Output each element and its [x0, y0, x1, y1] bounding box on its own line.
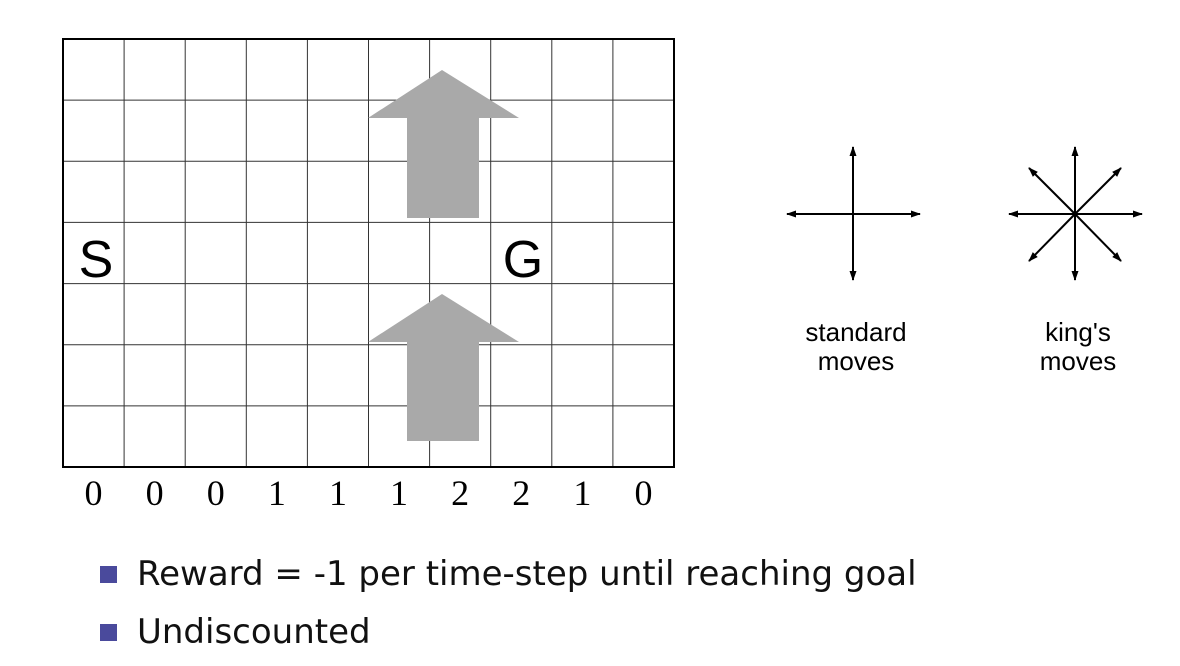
- wind-strength-label: 2: [512, 473, 530, 513]
- wind-strength-row: 0 0 0 1 1 1 2 2 1 0: [85, 473, 653, 513]
- bullet-square-icon: [100, 623, 117, 641]
- wind-strength-label: 1: [573, 473, 591, 513]
- wind-strength-label: 0: [634, 473, 652, 513]
- goal-label: G: [503, 231, 543, 289]
- wind-strength-label: 1: [390, 473, 408, 513]
- wind-strength-label: 1: [268, 473, 286, 513]
- bullet-square-icon: [100, 565, 117, 583]
- start-label: S: [79, 231, 114, 289]
- bullet-item: Reward = -1 per time-step until reaching…: [100, 545, 917, 603]
- bullet-item: Undiscounted: [100, 603, 917, 661]
- kings-moves-label-line2: moves: [1039, 346, 1117, 376]
- wind-strength-label: 0: [146, 473, 164, 513]
- bullet-text: Undiscounted: [137, 612, 371, 652]
- grid-border: [62, 38, 675, 468]
- wind-strength-label: 2: [451, 473, 469, 513]
- standard-moves-label-line1: standard: [805, 317, 907, 347]
- wind-strength-label: 1: [329, 473, 347, 513]
- grid-lines: [63, 39, 674, 467]
- kings-moves-icon: [1008, 146, 1143, 281]
- standard-moves-label-line2: moves: [817, 346, 895, 376]
- bullet-list: Reward = -1 per time-step until reaching…: [100, 545, 917, 661]
- standard-moves-label: standard moves: [776, 318, 936, 376]
- wind-strength-label: 0: [207, 473, 225, 513]
- bullet-text: Reward = -1 per time-step until reaching…: [137, 554, 917, 594]
- kings-moves-label: king's moves: [998, 318, 1158, 376]
- kings-moves-label-line1: king's: [1045, 317, 1111, 347]
- standard-moves-icon: [786, 146, 921, 281]
- wind-arrow-lower: [368, 294, 519, 441]
- wind-strength-label: 0: [85, 473, 103, 513]
- wind-arrow-upper: [368, 70, 519, 218]
